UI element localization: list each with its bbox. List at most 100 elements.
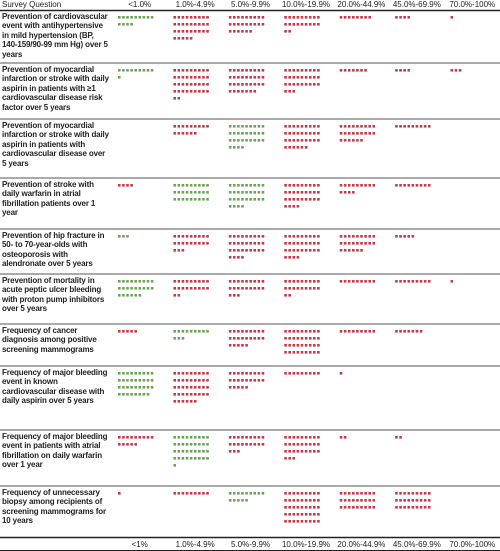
response-dot bbox=[343, 492, 347, 495]
response-dot bbox=[352, 492, 355, 495]
response-dot bbox=[253, 443, 257, 446]
response-dot bbox=[245, 132, 248, 135]
response-dot bbox=[403, 235, 406, 238]
response-dot bbox=[304, 372, 308, 375]
response-dot bbox=[228, 492, 232, 495]
response-dot bbox=[130, 443, 133, 446]
response-dot bbox=[146, 393, 150, 396]
response-dot bbox=[241, 344, 244, 347]
response-dot bbox=[245, 372, 248, 375]
response-dot bbox=[185, 69, 189, 72]
response-dot bbox=[423, 492, 427, 495]
response-dot bbox=[177, 280, 181, 283]
response-dot bbox=[288, 287, 291, 290]
response-dot bbox=[308, 287, 312, 290]
response-dot bbox=[284, 83, 287, 86]
response-dot bbox=[304, 23, 308, 26]
response-dot bbox=[343, 191, 347, 194]
response-dot bbox=[257, 330, 261, 333]
response-dot bbox=[134, 436, 137, 439]
response-dot bbox=[122, 287, 125, 290]
response-dot bbox=[237, 90, 240, 93]
response-dot bbox=[296, 16, 300, 19]
response-dot bbox=[253, 330, 257, 333]
response-dot bbox=[415, 184, 419, 187]
response-dot bbox=[304, 191, 308, 194]
response-dot bbox=[308, 506, 312, 509]
response-dot bbox=[368, 499, 372, 502]
response-dot bbox=[415, 125, 419, 128]
response-dot bbox=[181, 436, 185, 439]
response-dot bbox=[395, 492, 398, 495]
response-dot bbox=[181, 242, 185, 245]
response-dot bbox=[347, 139, 351, 142]
response-dot bbox=[232, 249, 236, 252]
response-dot bbox=[312, 125, 316, 128]
response-dot bbox=[364, 132, 367, 135]
response-dot bbox=[296, 146, 300, 149]
response-dot bbox=[126, 235, 129, 238]
response-dot bbox=[198, 492, 201, 495]
response-dot bbox=[202, 76, 205, 79]
response-dot bbox=[173, 184, 177, 187]
response-dot bbox=[241, 492, 244, 495]
response-dot bbox=[241, 90, 244, 93]
response-dot bbox=[241, 184, 244, 187]
response-dot bbox=[198, 69, 201, 72]
response-dot bbox=[245, 492, 248, 495]
response-dot bbox=[202, 443, 205, 446]
response-dot bbox=[181, 76, 185, 79]
footer-label: 20.0%-44.9% bbox=[337, 540, 386, 549]
response-dot bbox=[411, 125, 415, 128]
response-dot bbox=[146, 69, 150, 72]
response-dot bbox=[399, 499, 402, 502]
response-dot bbox=[261, 379, 265, 382]
response-dot bbox=[193, 198, 197, 201]
response-dot bbox=[347, 242, 351, 245]
response-dot bbox=[228, 249, 232, 252]
response-dot bbox=[339, 436, 343, 439]
response-dot bbox=[177, 125, 181, 128]
response-dot bbox=[185, 83, 189, 86]
response-dot bbox=[360, 132, 363, 135]
response-dot bbox=[189, 400, 193, 403]
response-dot bbox=[304, 249, 308, 252]
response-dot bbox=[300, 330, 304, 333]
response-dot bbox=[304, 351, 308, 354]
response-dot bbox=[399, 280, 402, 283]
response-dot bbox=[118, 492, 121, 495]
response-dot bbox=[232, 499, 236, 502]
response-dot bbox=[237, 205, 240, 208]
response-dot bbox=[292, 499, 296, 502]
response-dot bbox=[284, 242, 287, 245]
response-dot bbox=[249, 83, 252, 86]
response-dot bbox=[232, 436, 236, 439]
response-dot bbox=[202, 379, 205, 382]
response-dot bbox=[284, 287, 287, 290]
response-dot bbox=[249, 235, 252, 238]
response-dot bbox=[202, 457, 205, 460]
response-dot bbox=[364, 125, 367, 128]
response-dot bbox=[126, 16, 129, 19]
response-dot bbox=[284, 280, 287, 283]
response-dot bbox=[181, 235, 185, 238]
response-dot bbox=[300, 450, 304, 453]
response-dot bbox=[261, 235, 265, 238]
response-dot bbox=[304, 520, 308, 523]
response-dot bbox=[423, 184, 427, 187]
response-dot bbox=[122, 379, 125, 382]
response-dot bbox=[284, 191, 287, 194]
response-dot bbox=[343, 125, 347, 128]
response-dot bbox=[122, 386, 125, 389]
response-dot bbox=[360, 184, 363, 187]
response-dot bbox=[185, 379, 189, 382]
response-dot bbox=[232, 330, 236, 333]
response-dot bbox=[300, 506, 304, 509]
response-dot bbox=[407, 184, 411, 187]
response-dot bbox=[261, 443, 265, 446]
response-dot bbox=[312, 520, 316, 523]
response-dot bbox=[241, 125, 244, 128]
response-dot bbox=[292, 125, 296, 128]
response-dot bbox=[126, 386, 129, 389]
question: Prevention of myocardial infarction or s… bbox=[2, 121, 109, 168]
